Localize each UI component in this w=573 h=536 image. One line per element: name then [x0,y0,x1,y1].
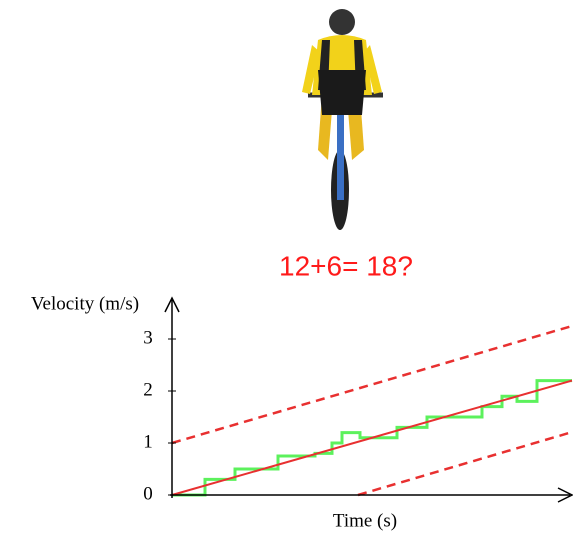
y-tick-label: 2 [143,379,153,400]
x-axis-label: Time (s) [333,510,397,531]
step-line [172,379,572,497]
trend-line [171,379,573,496]
chart-title: 12+6= 18? [279,250,413,281]
y-axis-arrow [164,296,180,313]
dashed-line [171,324,573,445]
dashed-line [357,430,573,497]
y-tick-label: 1 [143,431,153,452]
cyclist-illustration [302,9,383,230]
y-axis-label: Velocity (m/s) [31,293,139,314]
plot-area [171,324,573,497]
y-tick-label: 3 [143,327,153,348]
x-axis-arrow [557,487,573,503]
y-tick-label: 0 [143,483,153,504]
